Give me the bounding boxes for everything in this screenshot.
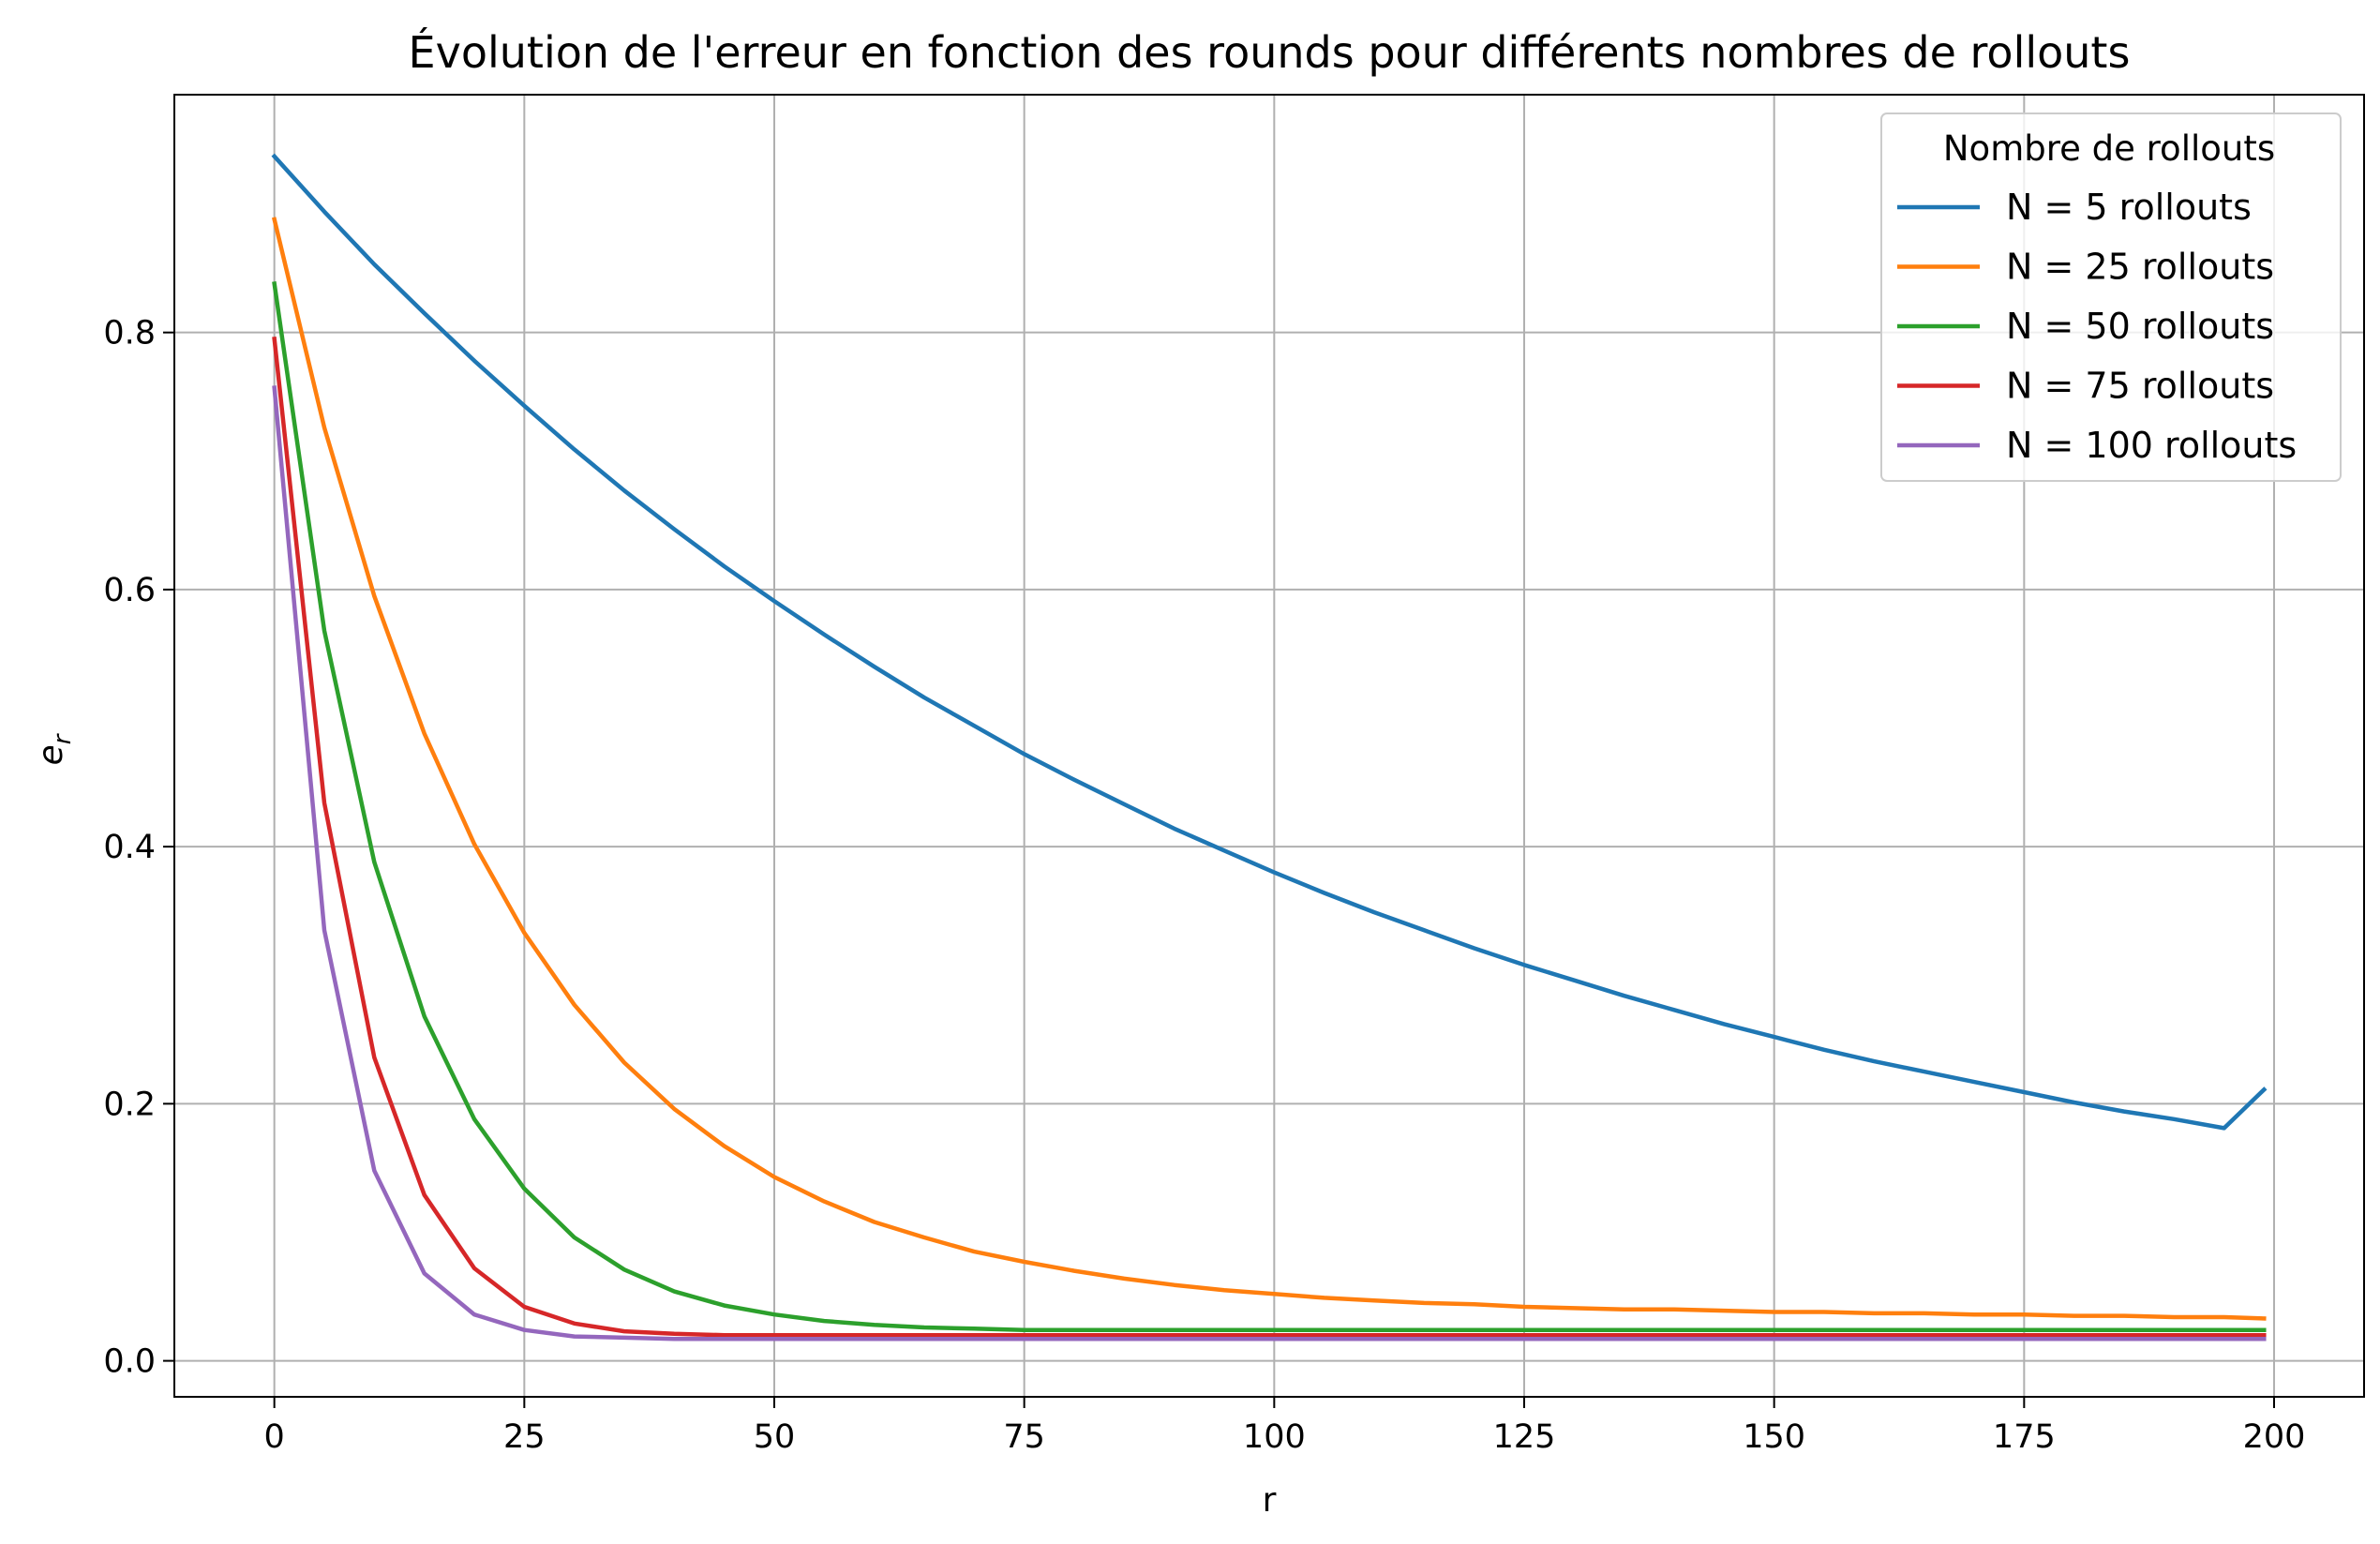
x-tick-label: 150 (1743, 1418, 1805, 1456)
svg-text:er: er (32, 732, 77, 765)
series-line-1 (271, 153, 2268, 1131)
legend-box (1880, 112, 2342, 482)
y-tick-label: 0.4 (103, 829, 156, 866)
legend-entry-3: N = 50 rollouts (2006, 306, 2274, 347)
series-line-2 (271, 217, 2267, 1321)
y-tick-label: 0.2 (103, 1086, 156, 1123)
y-axis-label-main: e (32, 744, 70, 765)
legend-entry-4: N = 75 rollouts (2006, 366, 2274, 407)
y-tick-label: 0.0 (103, 1343, 156, 1381)
x-ticks: 0 25 50 75 100 125 150 175 200 (264, 1397, 2306, 1456)
x-axis-label: r (1263, 1481, 1277, 1520)
x-tick-label: 100 (1243, 1418, 1306, 1456)
y-tick-label: 0.8 (103, 315, 156, 352)
legend-entry-2: N = 25 rollouts (2006, 247, 2274, 288)
series-line-3 (272, 281, 2267, 1332)
x-tick-label: 0 (264, 1418, 285, 1456)
series-line-5 (272, 385, 2267, 1342)
plot-frame (173, 94, 2365, 1398)
x-tick-label: 25 (503, 1418, 546, 1456)
legend-entry-1: N = 5 rollouts (2006, 187, 2252, 228)
series-line-4 (272, 337, 2267, 1338)
y-axis-label-sub: r (49, 732, 77, 744)
x-tick-label: 75 (1003, 1418, 1045, 1456)
y-tick-label: 0.6 (103, 572, 156, 609)
x-tick-label: 200 (2243, 1418, 2306, 1456)
chart-title: Évolution de l'erreur en fonction des ro… (409, 27, 2131, 78)
x-tick-label: 175 (1993, 1418, 2056, 1456)
plot-lines (271, 153, 2268, 1342)
y-ticks: 0.0 0.2 0.4 0.6 0.8 (103, 315, 174, 1381)
legend: Nombre de rollouts N = 5 rollouts N = 25 … (1880, 112, 2342, 482)
legend-entry-5: N = 100 rollouts (2006, 425, 2297, 466)
y-axis-label: er (32, 732, 77, 765)
x-tick-label: 50 (754, 1418, 796, 1456)
legend-title: Nombre de rollouts (1943, 128, 2275, 169)
x-tick-label: 125 (1493, 1418, 1556, 1456)
